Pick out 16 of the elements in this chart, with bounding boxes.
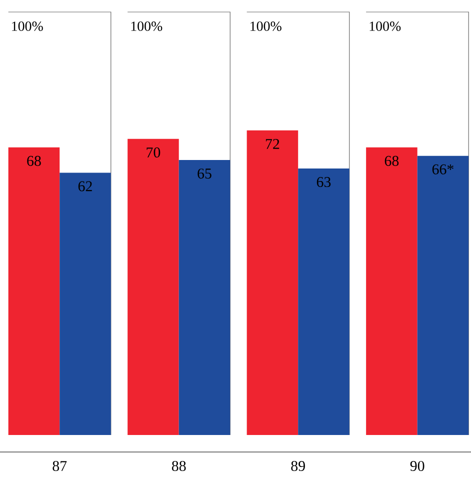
data-label: 70 (146, 147, 160, 158)
data-label: 72 (266, 138, 280, 149)
data-label: 68 (27, 156, 41, 166)
annotation: 100% (131, 22, 162, 31)
data-label: 62 (78, 181, 92, 192)
x-tick-label: 87 (52, 460, 67, 472)
data-label: 68 (384, 156, 399, 166)
data-label: 66* (432, 164, 454, 174)
data-label: 65 (198, 168, 212, 179)
x-tick-label: 88 (172, 460, 186, 472)
x-tick-label: 89 (291, 460, 305, 472)
annotation: 100% (12, 22, 43, 31)
annotation: 100% (250, 22, 282, 31)
x-tick-label: 90 (410, 460, 424, 472)
annotation: 100% (370, 22, 401, 31)
data-label: 63 (316, 177, 331, 188)
